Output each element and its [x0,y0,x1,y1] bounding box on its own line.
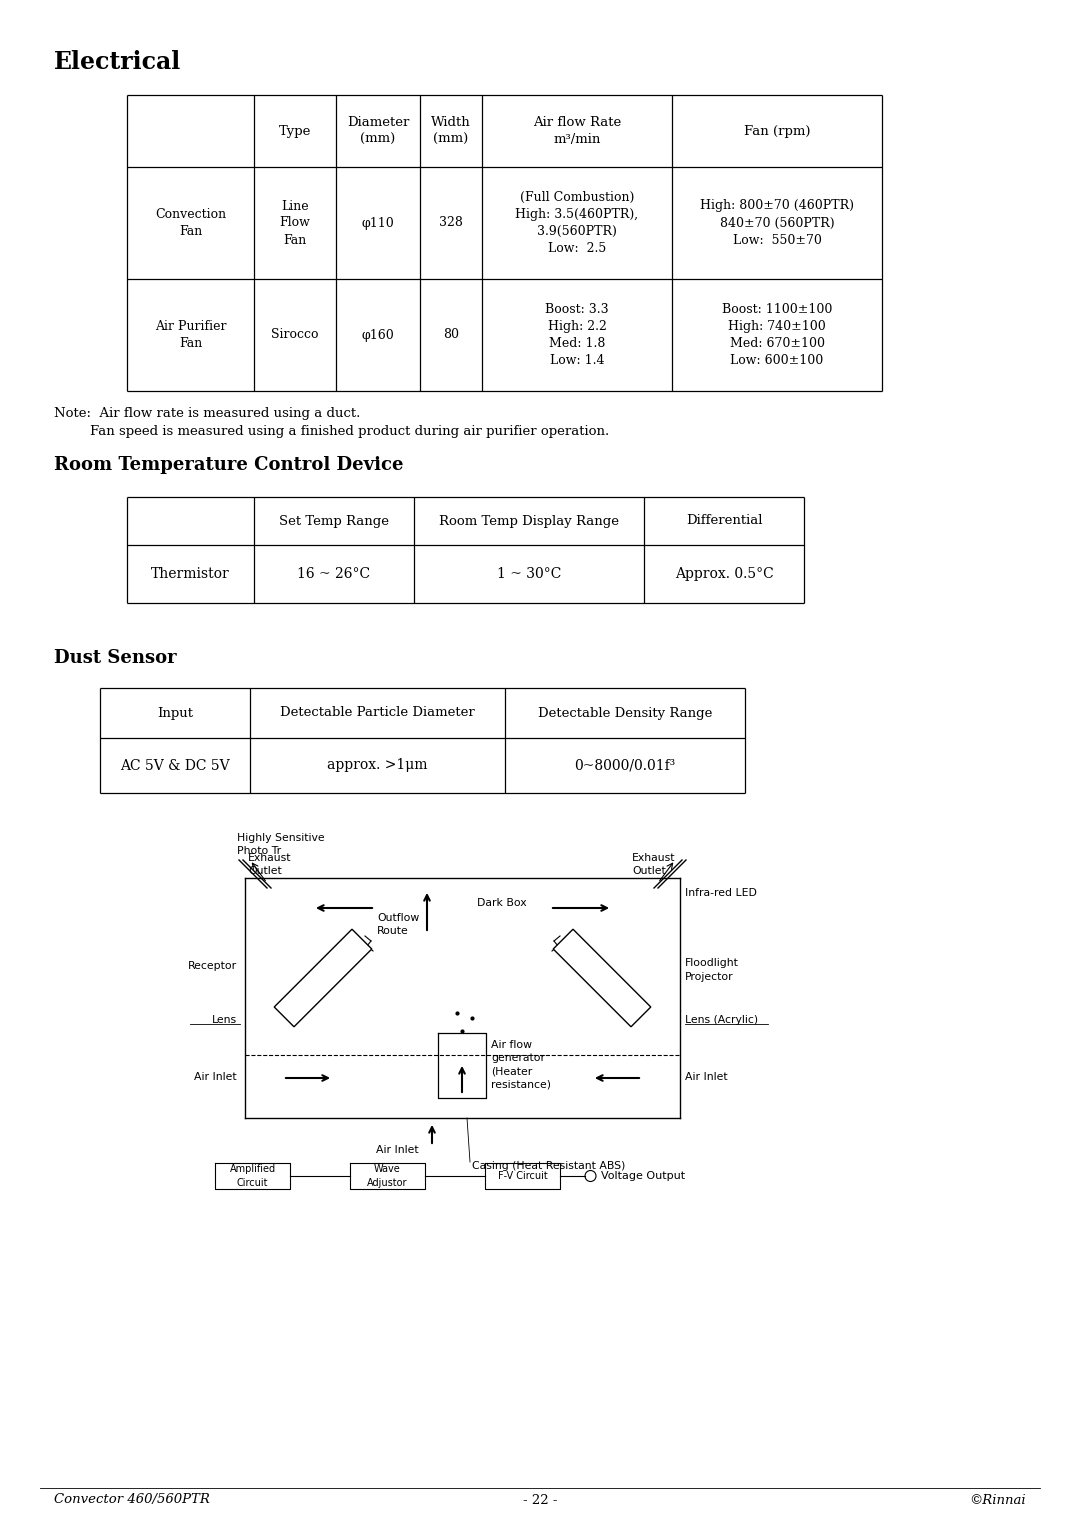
Text: Note:  Air flow rate is measured using a duct.: Note: Air flow rate is measured using a … [54,408,361,420]
Text: Dark Box: Dark Box [477,898,527,908]
Text: F-V Circuit: F-V Circuit [498,1170,548,1181]
Text: Exhaust
Outlet: Exhaust Outlet [632,853,675,876]
Text: Highly Sensitive
Photo Tr: Highly Sensitive Photo Tr [237,833,325,856]
Text: Air flow Rate
m³/min: Air flow Rate m³/min [532,116,621,147]
Text: Detectable Density Range: Detectable Density Range [538,706,712,720]
Text: Fan (rpm): Fan (rpm) [744,124,810,138]
Text: Casing (Heat Resistant ABS): Casing (Heat Resistant ABS) [472,1161,625,1170]
Text: Air Inlet: Air Inlet [194,1073,237,1082]
Text: φ110: φ110 [362,217,394,229]
Text: Air Inlet: Air Inlet [376,1144,418,1155]
Text: Sirocco: Sirocco [271,329,319,341]
Polygon shape [274,929,372,1027]
Text: Wave
Adjustor: Wave Adjustor [367,1164,408,1187]
Text: AC 5V & DC 5V: AC 5V & DC 5V [120,758,230,773]
Text: Differential: Differential [686,515,762,527]
Text: Boost: 3.3
High: 2.2
Med: 1.8
Low: 1.4: Boost: 3.3 High: 2.2 Med: 1.8 Low: 1.4 [545,303,609,367]
Text: Air Purifier
Fan: Air Purifier Fan [154,319,226,350]
Text: Lens (Acrylic): Lens (Acrylic) [685,1015,758,1025]
Text: Set Temp Range: Set Temp Range [279,515,389,527]
Text: 16 ~ 26°C: 16 ~ 26°C [297,567,370,581]
Text: ©Rinnai: ©Rinnai [970,1493,1026,1507]
Text: Amplified
Circuit: Amplified Circuit [229,1164,275,1187]
Text: 328: 328 [440,217,463,229]
Text: - 22 -: - 22 - [523,1493,557,1507]
Text: Thermistor: Thermistor [151,567,230,581]
Text: (Full Combustion)
High: 3.5(460PTR),
3.9(560PTR)
Low:  2.5: (Full Combustion) High: 3.5(460PTR), 3.9… [515,191,638,255]
Text: Type: Type [279,124,311,138]
Text: 0~8000/0.01f³: 0~8000/0.01f³ [575,758,676,773]
Text: approx. >1μm: approx. >1μm [327,758,428,773]
Text: Input: Input [157,706,193,720]
Text: Receptor: Receptor [188,961,237,970]
Text: Outflow
Route: Outflow Route [377,914,419,937]
Text: Convection
Fan: Convection Fan [154,208,226,238]
Text: Width
(mm): Width (mm) [431,116,471,147]
Text: Room Temp Display Range: Room Temp Display Range [438,515,619,527]
Text: Exhaust
Outlet: Exhaust Outlet [248,853,292,876]
Text: Dust Sensor: Dust Sensor [54,649,177,668]
Text: Electrical: Electrical [54,50,181,73]
Text: Air flow
generator
(Heater
resistance): Air flow generator (Heater resistance) [491,1041,551,1089]
Text: Diameter
(mm): Diameter (mm) [347,116,409,147]
Text: Fan speed is measured using a finished product during air purifier operation.: Fan speed is measured using a finished p… [90,425,609,439]
Text: Detectable Particle Diameter: Detectable Particle Diameter [280,706,475,720]
Polygon shape [553,929,651,1027]
Text: Line
Flow
Fan: Line Flow Fan [280,200,310,246]
Text: 80: 80 [443,329,459,341]
Text: Convector 460/560PTR: Convector 460/560PTR [54,1493,210,1507]
Text: Approx. 0.5°C: Approx. 0.5°C [675,567,773,581]
Text: Infra-red LED: Infra-red LED [685,888,757,898]
Text: Floodlight
Projector: Floodlight Projector [685,958,739,981]
Text: 1 ~ 30°C: 1 ~ 30°C [497,567,562,581]
Text: Air Inlet: Air Inlet [685,1073,728,1082]
Text: Voltage Output: Voltage Output [600,1170,685,1181]
Text: High: 800±70 (460PTR)
840±70 (560PTR)
Low:  550±70: High: 800±70 (460PTR) 840±70 (560PTR) Lo… [700,200,854,246]
Text: Room Temperature Control Device: Room Temperature Control Device [54,455,404,474]
Text: Boost: 1100±100
High: 740±100
Med: 670±100
Low: 600±100: Boost: 1100±100 High: 740±100 Med: 670±1… [721,303,833,367]
Text: Lens: Lens [212,1015,237,1025]
Text: φ160: φ160 [362,329,394,341]
